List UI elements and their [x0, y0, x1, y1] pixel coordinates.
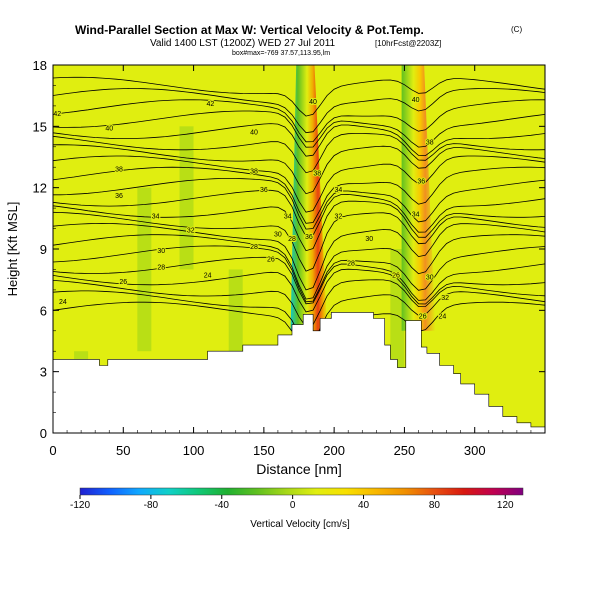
theta-label-13: 32 — [334, 213, 342, 220]
x-tick-label-6: 300 — [464, 443, 486, 458]
theta-contour-7 — [53, 222, 545, 291]
theta-contour-3 — [53, 268, 545, 313]
x-tick-label-5: 250 — [394, 443, 416, 458]
theta-label-17: 28 — [157, 264, 165, 271]
y-tick-label-6: 18 — [33, 58, 47, 73]
colorbar — [79, 487, 524, 496]
theta-label-1: 42 — [207, 101, 215, 108]
colorbar-tick-label-2: -40 — [215, 500, 230, 511]
location-line: box#max=-769 37.57,113.95,lm — [232, 50, 330, 57]
valid-suffix: [10hrFcst@2203Z] — [375, 39, 441, 48]
theta-contour-14 — [53, 144, 545, 195]
colorbar-tick-label-0: -120 — [70, 500, 90, 511]
theta-label-3: 40 — [250, 130, 258, 137]
x-tick-label-0: 0 — [49, 443, 56, 458]
velocity-bands — [74, 65, 436, 423]
y-tick-label-5: 15 — [33, 119, 47, 134]
theta-label-25: 24 — [204, 273, 212, 280]
theta-label-18: 28 — [250, 244, 258, 251]
y-tick-label-1: 3 — [40, 365, 47, 380]
theta-label-4: 38 — [115, 166, 123, 173]
x-tick-label-3: 150 — [253, 443, 275, 458]
theta-contour-12 — [53, 166, 545, 224]
theta-contour-5 — [53, 245, 545, 303]
y-axis-label: Height [Kft MSL] — [5, 202, 20, 297]
valid-line: Valid 1400 LST (1200Z) WED 27 Jul 2011 — [150, 38, 336, 49]
theta-contour-20 — [53, 76, 545, 117]
y-tick-label-3: 9 — [40, 242, 47, 257]
colorbar-tick-label-1: -80 — [144, 500, 159, 511]
x-tick-label-1: 50 — [116, 443, 130, 458]
theta-contour-19 — [53, 88, 545, 134]
theta-label-10: 34 — [284, 213, 292, 220]
theta-contour-13 — [53, 155, 545, 213]
theta-contour-2 — [53, 279, 545, 328]
theta-contour-8 — [53, 211, 545, 272]
updraft-main — [290, 65, 328, 331]
theta-label-30: 38 — [426, 140, 434, 147]
theta-label-6: 38 — [313, 170, 321, 177]
theta-label-16: 30 — [365, 236, 373, 243]
colorbar-tick-label-3: 0 — [290, 500, 296, 511]
x-tick-label-2: 100 — [183, 443, 205, 458]
y-tick-label-4: 12 — [33, 181, 47, 196]
plot-area: 42 42 40 40 38 38 38 36 36 34 34 34 32 32 30 30 30 28 28 28… — [53, 65, 545, 433]
colorbar-label: Vertical Velocity [cm/s] — [250, 519, 350, 530]
chart-title: Wind-Parallel Section at Max W: Vertical… — [75, 23, 424, 37]
theta-label-31: 36 — [417, 179, 425, 186]
theta-label-0: 42 — [53, 111, 61, 118]
theta-contour-9 — [53, 200, 545, 252]
colorbar-tick-label-4: 40 — [358, 500, 370, 511]
theta-label-12: 32 — [187, 228, 195, 235]
theta-label-36: 36 — [305, 234, 313, 241]
theta-label-2: 40 — [105, 125, 113, 132]
theta-label-22: 26 — [267, 256, 275, 263]
theta-contour-10 — [53, 189, 545, 237]
theta-label-11: 34 — [334, 187, 342, 194]
theta-label-34: 30 — [426, 275, 434, 282]
x-axis-label: Distance [nm] — [256, 461, 342, 477]
colorbar-tick-label-6: 120 — [497, 500, 514, 511]
theta-contour-17 — [53, 110, 545, 148]
theta-contour-4 — [53, 256, 545, 305]
theta-contour-labels: 42 42 40 40 38 38 38 36 36 34 34 34 32 32 30 30 30 28 28 28… — [53, 96, 450, 322]
theta-contour-16 — [53, 123, 545, 157]
y-tick-label-2: 6 — [40, 303, 47, 318]
theta-label-29: 40 — [412, 97, 420, 104]
theta-label-15: 30 — [274, 232, 282, 239]
weak-band-2 — [179, 126, 194, 270]
theta-label-20: 28 — [347, 260, 355, 267]
theta-label-35: 26 — [419, 314, 427, 321]
updraft-secondary — [401, 65, 436, 331]
theta-label-19: 28 — [288, 236, 296, 243]
weak-band-1 — [137, 187, 152, 352]
x-tick-label-4: 200 — [323, 443, 345, 458]
theta-label-27: 24 — [438, 314, 446, 321]
terrain — [53, 312, 545, 433]
theta-label-28: 40 — [309, 99, 317, 106]
colorbar-ticks: -120 -80 -40 0 40 80 120 — [70, 495, 514, 511]
theta-label-8: 36 — [260, 187, 268, 194]
theta-label-23: 26 — [392, 273, 400, 280]
theta-label-33: 32 — [441, 295, 449, 302]
theta-label-14: 30 — [157, 248, 165, 255]
theta-contour-15 — [53, 133, 545, 174]
theta-contours — [53, 76, 545, 356]
theta-label-32: 34 — [412, 211, 420, 218]
theta-contour-11 — [53, 178, 545, 230]
theta-label-9: 34 — [152, 213, 160, 220]
theta-contour-6 — [53, 234, 545, 300]
y-tick-label-0: 0 — [40, 426, 47, 441]
theta-label-24: 24 — [59, 299, 67, 306]
colorbar-tick-label-5: 80 — [429, 500, 441, 511]
theta-label-7: 36 — [115, 193, 123, 200]
chart-title-mark: (C) — [511, 25, 522, 34]
theta-label-5: 38 — [250, 168, 258, 175]
theta-label-21: 26 — [119, 279, 127, 286]
theta-contour-18 — [53, 99, 545, 143]
